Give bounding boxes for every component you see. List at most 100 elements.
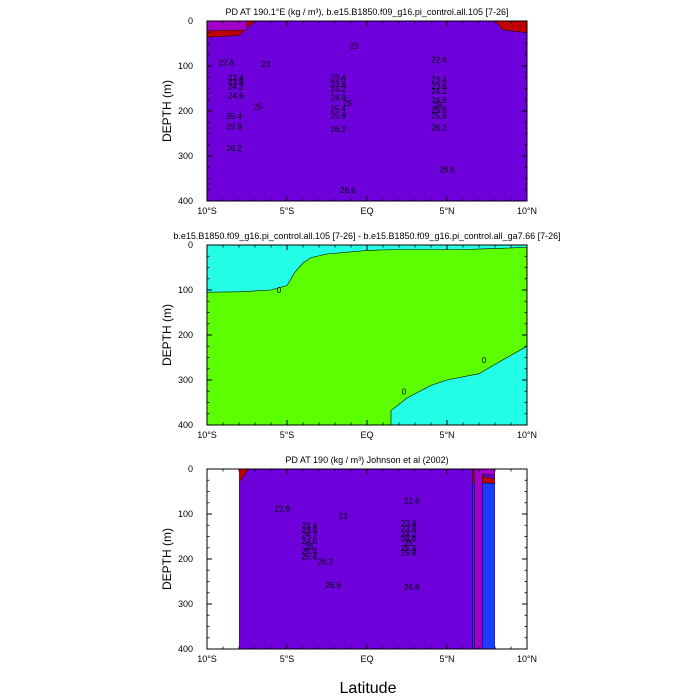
contour-label: 26.6 (404, 583, 420, 592)
x-tick-label: 10°S (197, 430, 217, 440)
contour-label: 24.6 (401, 534, 417, 543)
contour-label: 25.8 (226, 122, 242, 131)
density-band-16 (207, 21, 527, 201)
density-band-17 (473, 469, 495, 649)
contour-label: 24.2 (228, 83, 244, 92)
y-tick-label: 0 (188, 240, 193, 250)
x-tick-label: EQ (360, 206, 373, 216)
panel-density-difference: 0 0 0 10°S 5°S EQ 5°N 10°N 0 100 200 300 400 b.e15.B1… (160, 231, 561, 440)
y-tick-label: 0 (188, 16, 193, 26)
contour-label: 0 (277, 286, 282, 295)
contour-label: 24.6 (431, 96, 447, 105)
contour-label: 25 (404, 539, 413, 548)
contour-label: 24.2 (401, 530, 417, 539)
y-tick-label: 100 (178, 285, 193, 295)
density-band-17 (207, 21, 248, 201)
difference-region-1 (207, 245, 527, 293)
x-tick-label: 10°N (517, 206, 537, 216)
contour-label: 23.4 (330, 74, 346, 83)
contour-label: 26.2 (318, 557, 334, 566)
contour-label: 25.4 (226, 112, 242, 121)
x-tick-label: 5°S (280, 206, 295, 216)
contour-label: 24.2 (431, 87, 447, 96)
contour-label: 25.8 (401, 549, 417, 558)
contour-label: 22.6 (218, 58, 234, 67)
contour-label: 25.8 (330, 112, 346, 121)
contour-label: 23 (350, 42, 359, 51)
density-band-16 (239, 469, 495, 649)
x-tick-label: 10°N (517, 430, 537, 440)
y-tick-label: 200 (178, 106, 193, 116)
y-tick-label: 0 (188, 464, 193, 474)
plot-area: 0 0 0 (207, 245, 527, 425)
contour-label: 22.6 (404, 497, 420, 506)
y-tick-label: 100 (178, 61, 193, 71)
panel-title: PD AT 190 (kg / m³) Johnson et al (2002) (285, 455, 448, 465)
y-tick-label: 400 (178, 196, 193, 206)
contour-label: 25 (305, 542, 314, 551)
contour-label: 24.6 (302, 537, 318, 546)
contour-label: 0 (402, 387, 407, 396)
contour-label: 23.8 (330, 80, 346, 89)
y-axis-label: DEPTH (m) (160, 80, 174, 142)
y-axis-label: DEPTH (m) (160, 304, 174, 366)
x-tick-label: 10°S (197, 654, 217, 664)
contour-label: 25.4 (431, 106, 447, 115)
y-tick-label: 300 (178, 151, 193, 161)
contour-label: 22.6 (431, 55, 447, 64)
contour-label: 26.2 (226, 144, 242, 153)
contour-label: 23 (262, 60, 271, 69)
contour-label: 23.8 (228, 78, 244, 87)
x-tick-label: EQ (360, 654, 373, 664)
y-tick-label: 200 (178, 554, 193, 564)
difference-region-2 (390, 345, 527, 425)
contour-label: 23.4 (228, 74, 244, 83)
contour-label: 25 (254, 103, 263, 112)
y-tick-label: 400 (178, 420, 193, 430)
y-tick-label: 100 (178, 509, 193, 519)
contour-label: 23 (339, 512, 348, 521)
contour-label: 26.2 (330, 125, 346, 134)
y-tick-label: 400 (178, 644, 193, 654)
contour-label: 26.6 (340, 186, 356, 195)
x-tick-label: 5°N (439, 654, 454, 664)
contour-label: 23.4 (302, 522, 318, 531)
contour-label: 26.6 (326, 581, 342, 590)
plot-area: 22.62322.623.423.824.224.62525.425.826.2… (239, 469, 495, 649)
contour-label: 24.2 (302, 531, 318, 540)
x-tick-label: 5°S (280, 430, 295, 440)
y-tick-label: 300 (178, 375, 193, 385)
contour-label: 25.8 (302, 552, 318, 561)
contour-label: 23.8 (431, 82, 447, 91)
contour-label: 25 (435, 102, 444, 111)
x-tick-label: 10°S (197, 206, 217, 216)
contour-label: 23.4 (401, 519, 417, 528)
x-tick-label: 5°N (439, 430, 454, 440)
contour-label: 25.4 (401, 544, 417, 553)
contour-label: 23.4 (431, 76, 447, 85)
contour-label: 24.6 (330, 94, 346, 103)
contour-label: 25 (343, 99, 352, 108)
y-tick-label: 300 (178, 599, 193, 609)
contour-label: 23.8 (401, 524, 417, 533)
contour-label: 23.8 (302, 526, 318, 535)
contour-label: 24.2 (330, 85, 346, 94)
contour-label: 26.2 (431, 124, 447, 133)
panel-title: b.e15.B1850.f09_g16.pi_control.all.105 [… (173, 231, 560, 241)
y-axis-label: DEPTH (m) (160, 528, 174, 590)
x-tick-label: EQ (360, 430, 373, 440)
contour-label: 25.4 (330, 104, 346, 113)
x-tick-label: 5°N (439, 206, 454, 216)
contour-label: 26.6 (439, 166, 455, 175)
contour-label: 0 (482, 356, 487, 365)
x-tick-label: 5°S (280, 654, 295, 664)
contour-label: 25.4 (302, 547, 318, 556)
contour-label: 22.6 (274, 505, 290, 514)
contour-label: 25.8 (431, 112, 447, 121)
x-tick-label: 10°N (517, 654, 537, 664)
panel-johnson-observations: 22.62322.623.423.824.224.62525.425.826.2… (160, 455, 537, 664)
y-tick-label: 200 (178, 330, 193, 340)
